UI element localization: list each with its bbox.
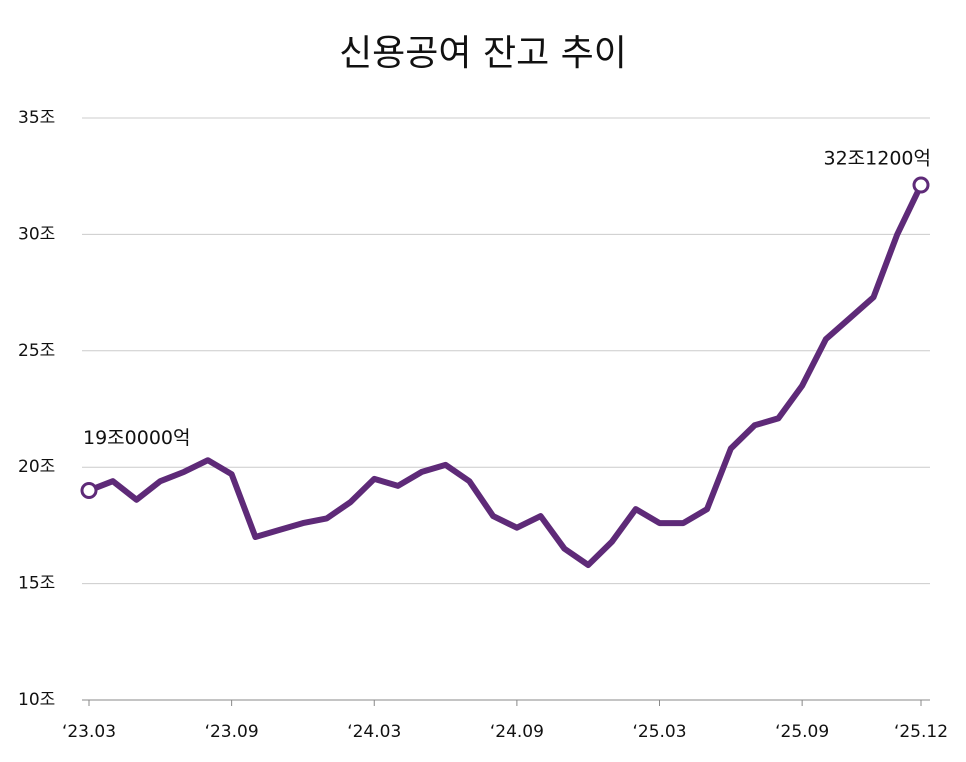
y-tick-label: 35조 [18, 108, 55, 128]
data-label: 19조0000억 [83, 427, 191, 449]
x-tick-label: ‘24.03 [347, 722, 401, 742]
x-tick-label: ‘24.09 [490, 722, 544, 742]
y-tick-label: 20조 [18, 457, 55, 477]
y-tick-label: 10조 [18, 690, 55, 710]
chart-title: 신용공여 잔고 추이 [339, 33, 627, 74]
x-tick-label: ‘23.09 [205, 722, 259, 742]
point-marker [80, 481, 98, 499]
y-tick-label: 15조 [18, 574, 55, 594]
x-tick-label: ‘25.09 [775, 722, 829, 742]
y-tick-label: 30조 [18, 224, 55, 244]
x-tick-label: ‘25.12 [894, 722, 948, 742]
x-tick-label: ‘25.03 [632, 722, 686, 742]
x-tick-label: ‘23.03 [62, 722, 116, 742]
line [86, 182, 924, 568]
data-label: 32조1200억 [824, 148, 932, 170]
point-marker [912, 176, 930, 194]
y-tick-label: 25조 [18, 341, 55, 361]
